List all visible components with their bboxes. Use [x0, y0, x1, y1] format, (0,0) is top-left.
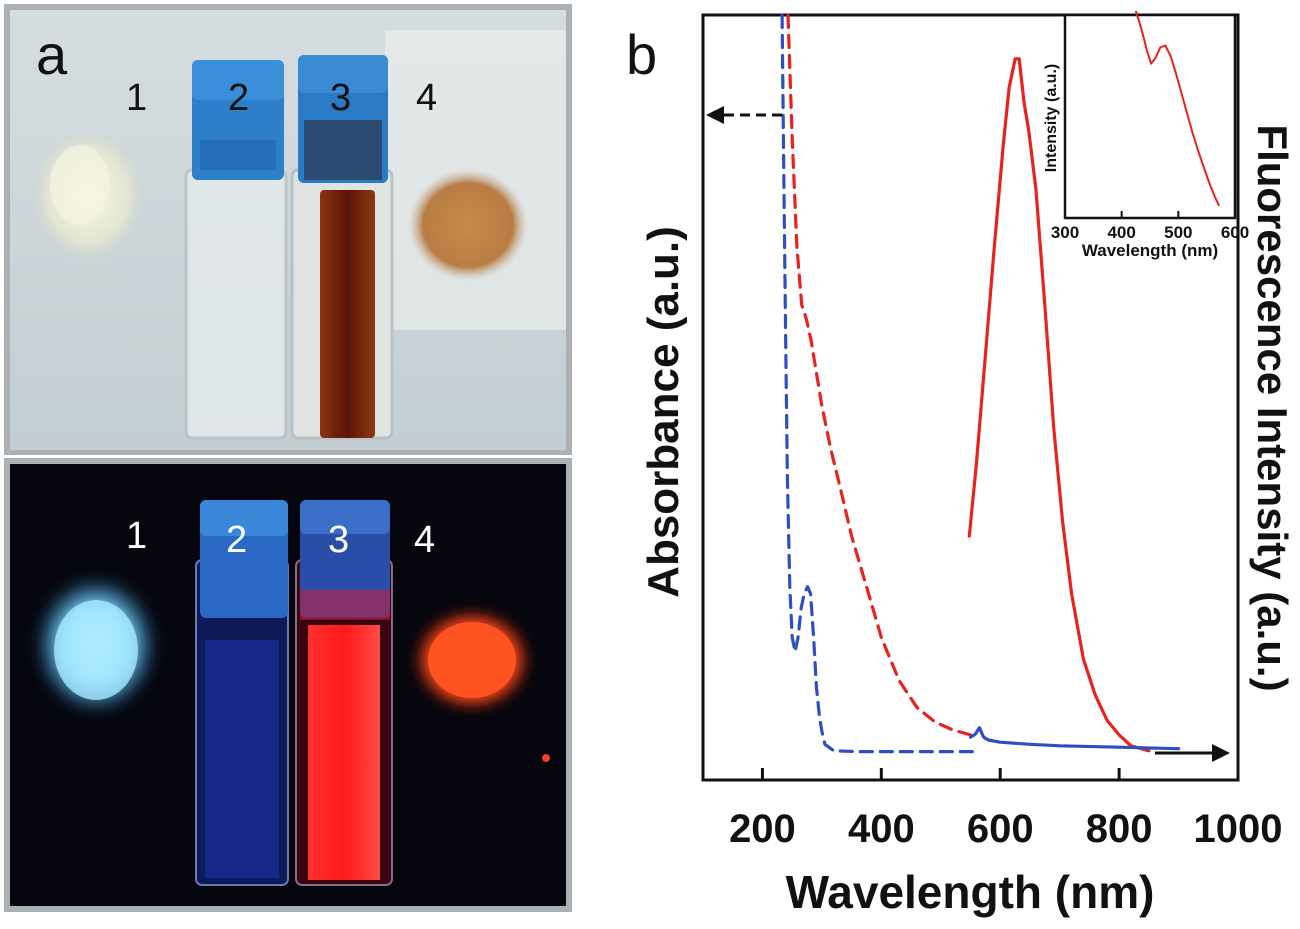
main-x-tick-label: 400: [848, 807, 915, 851]
sample-4-orange-powder: [408, 169, 528, 281]
main-plot-frame: [701, 13, 1240, 782]
bottom-sample-number: 2: [226, 519, 247, 561]
series-absorbance-blue: [780, 13, 979, 754]
series-fluorescence-red: [967, 57, 1151, 753]
vial-3-uv: [295, 500, 393, 886]
vial-2-uv: [195, 500, 289, 886]
top-sample-number: 1: [126, 77, 147, 119]
series-fluorescence-blue: [968, 726, 1181, 751]
panel-b-label: b: [626, 23, 657, 86]
inset-x-tick-label: 300: [1051, 223, 1079, 242]
daylight-photo: a 1 2 3 4: [4, 4, 572, 455]
series-absorbance-red: [786, 13, 973, 737]
top-sample-number: 2: [228, 77, 249, 119]
inset-x-ticks: 300 400 500 600: [1051, 211, 1249, 242]
inset-y-axis-label: Intensity (a.u.): [1043, 64, 1060, 172]
main-x-ticks: 200 400 600 800 1000: [729, 768, 1282, 851]
uv-photo: 1 2 3 4: [4, 458, 572, 912]
stray-emission-speck: [542, 754, 550, 762]
top-sample-number: 4: [416, 77, 437, 119]
main-x-tick-label: 200: [729, 807, 796, 851]
main-x-tick-label: 800: [1086, 807, 1153, 851]
inset-x-tick-label: 400: [1107, 223, 1135, 242]
sample-4-orange-emission: [412, 608, 532, 712]
inset-chart: 300 400 500 600 Wavelength (nm) Intensity (…: [1043, 10, 1249, 260]
inset-x-tick-label: 500: [1164, 223, 1192, 242]
bottom-sample-number: 4: [414, 519, 435, 561]
panel-b: b 200 400 600 800 1000 Wavelength (nm) Absor…: [626, 10, 1296, 918]
series-inset-excitation: [1134, 10, 1221, 207]
inset-plot-frame: [1063, 13, 1237, 220]
left-y-axis-label: Absorbance (a.u.): [639, 226, 688, 598]
left-axis-arrow: [706, 106, 782, 124]
panel-a-label: a: [36, 23, 68, 86]
vial-2-daylight: [184, 60, 288, 440]
inset-x-axis-label: Wavelength (nm): [1082, 241, 1218, 260]
bottom-sample-number: 1: [126, 515, 147, 557]
inset-x-tick-label: 600: [1221, 223, 1249, 242]
inset-series: [1134, 10, 1221, 207]
top-sample-number: 3: [330, 77, 351, 119]
main-x-axis-label: Wavelength (nm): [786, 866, 1155, 918]
panel-a: a 1 2 3 4: [4, 4, 572, 912]
main-chart: 200 400 600 800 1000 Wavelength (nm) Absorba…: [639, 13, 1296, 918]
right-axis-arrow: [1155, 744, 1230, 762]
sample-1-cyan-emission: [34, 575, 158, 715]
right-y-axis-label: Fluorescence Intensity (a.u.): [1249, 124, 1296, 691]
bottom-sample-numbers: 1 2 3 4: [126, 515, 435, 561]
main-x-tick-label: 600: [967, 807, 1034, 851]
sample-1-white-powder: [30, 127, 146, 263]
main-x-tick-label: 1000: [1194, 807, 1283, 851]
vial-3-daylight: [290, 55, 394, 440]
bottom-sample-number: 3: [328, 519, 349, 561]
main-series: [780, 13, 1181, 754]
top-sample-numbers: 1 2 3 4: [126, 77, 437, 119]
